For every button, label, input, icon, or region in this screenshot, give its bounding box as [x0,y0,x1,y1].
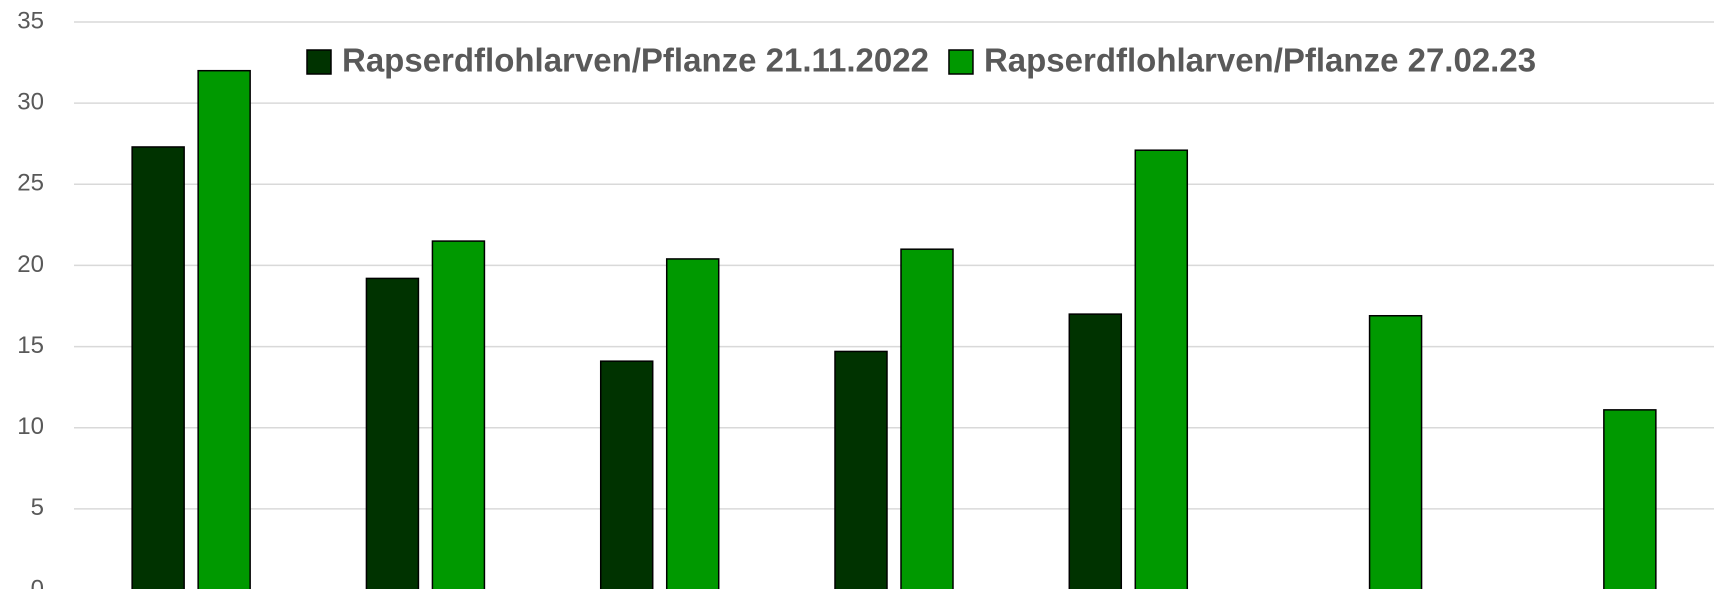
bar [365,277,420,589]
legend-label: Rapserdflohlarven/Pflanze 27.02.23 [984,42,1536,79]
bar [1368,314,1423,589]
bar [1068,313,1123,589]
bar [1603,409,1657,589]
legend-swatch [306,49,332,75]
y-tick-label: 20 [17,251,44,278]
y-tick-label: 25 [17,170,44,197]
bar [131,146,185,589]
legend-label: Rapserdflohlarven/Pflanze 21.11.2022 [342,42,929,79]
bar [1134,149,1189,589]
bar [599,360,654,589]
y-tick-label: 35 [17,7,44,34]
y-tick-label: 30 [17,88,44,115]
legend-swatch [948,49,974,75]
bar [197,69,251,589]
bar [900,248,954,589]
y-tick-label: 0 [31,575,44,589]
bar [665,258,720,589]
bar [834,350,888,589]
bar [431,240,486,589]
y-tick-label: 15 [17,332,44,359]
y-tick-label: 10 [17,413,44,440]
y-tick-label: 5 [31,494,44,521]
